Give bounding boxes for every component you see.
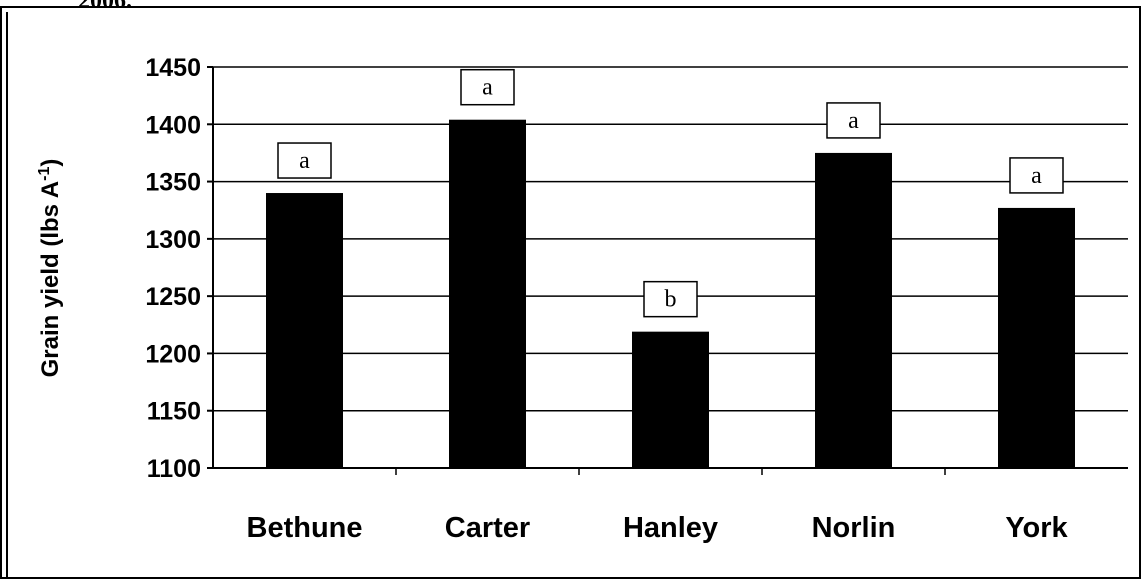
- annotation-letter: a: [848, 108, 859, 134]
- y-tick-label: 1400: [145, 111, 201, 139]
- bar-york: [998, 207, 1075, 468]
- gridlines: [207, 66, 1128, 475]
- y-tick-labels: 1100 1150 1200 1250 1300 1350 1400 1450: [145, 54, 201, 483]
- bar-norlin: [815, 152, 892, 468]
- y-axis-title-main: Grain yield (lbs A: [37, 181, 64, 378]
- x-tick-label: Bethune: [247, 512, 363, 544]
- annotation-letter: a: [482, 75, 493, 101]
- y-tick-label: 1350: [145, 169, 201, 197]
- y-axis-title-close: ): [37, 159, 64, 167]
- x-tick-label: Carter: [445, 512, 530, 544]
- y-tick-label: 1100: [147, 455, 201, 483]
- annotation-box: [460, 68, 515, 106]
- y-tick-label: 1150: [147, 398, 201, 426]
- annotation-box: [1009, 157, 1064, 194]
- bar-carter: [449, 119, 526, 469]
- annotation-letter: a: [1031, 163, 1042, 189]
- annotation-box: [643, 280, 698, 318]
- y-axis-title-superscript: -1: [36, 167, 53, 181]
- axes: [212, 67, 1128, 469]
- annotation-letter: b: [665, 287, 677, 313]
- y-tick-label: 1200: [145, 340, 201, 368]
- bar-hanley: [632, 331, 709, 468]
- bars: [266, 119, 1075, 469]
- annotation-box: [826, 102, 881, 139]
- x-tick-label: Hanley: [623, 512, 718, 544]
- y-tick-label: 1250: [145, 283, 201, 311]
- significance-annotations: a a b a a: [277, 68, 1064, 318]
- y-tick-label: 1450: [145, 54, 201, 82]
- x-tick-label: Norlin: [812, 512, 896, 544]
- x-tick-labels: Bethune Carter Hanley Norlin York: [247, 512, 1069, 544]
- y-tick-label: 1300: [145, 226, 201, 254]
- annotation-letter: a: [299, 148, 310, 174]
- bar-bethune: [266, 193, 343, 468]
- figure-frame: [0, 6, 1141, 579]
- x-tick-label: York: [1005, 512, 1068, 544]
- figure-inner-frame: [6, 12, 1135, 577]
- y-axis-title: Grain yield (lbs A-1): [36, 159, 64, 378]
- annotation-box: [277, 142, 332, 179]
